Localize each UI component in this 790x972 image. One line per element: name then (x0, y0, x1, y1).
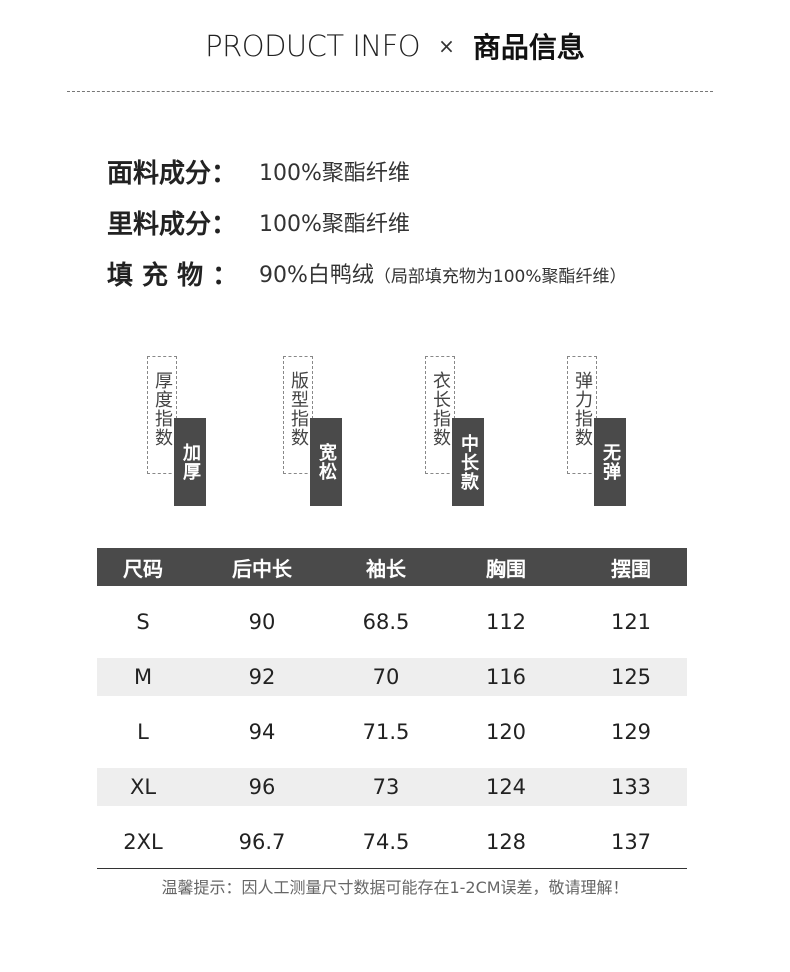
column-header: 尺码 (123, 556, 163, 581)
index-length: 衣长指数 中长款 (425, 356, 505, 506)
table-cell: 128 (485, 830, 527, 854)
table-row: L 94 71.5 120 129 (97, 713, 687, 751)
column-header: 后中长 (232, 556, 292, 581)
table-cell: 112 (485, 610, 527, 634)
material-label: 填 充 物 ： (107, 260, 239, 291)
table-row: 2XL 96.7 74.5 128 137 (97, 823, 687, 861)
table-cell: M (133, 665, 153, 689)
material-label: 里料成分： (107, 209, 238, 240)
index-value-box: 中长款 (452, 418, 484, 506)
table-row: M 92 70 116 125 (97, 658, 687, 696)
material-row-lining: 里料成分： 100%聚酯纤维 (107, 204, 410, 240)
table-cell: 70 (372, 665, 400, 689)
material-value: 90%白鸭绒 (259, 263, 374, 288)
index-label-box: 衣长指数 (425, 356, 455, 474)
separator-icon: × (438, 34, 455, 58)
index-fit: 版型指数 宽松 (283, 356, 363, 506)
measurement-tip: 温馨提示：因人工测量尺寸数据可能存在1-2CM误差，敬请理解！ (161, 878, 629, 897)
column-header: 摆围 (611, 556, 651, 581)
index-value-box: 无弹 (594, 418, 626, 506)
table-cell: S (136, 610, 150, 634)
table-cell: 133 (610, 775, 652, 799)
table-row: S 90 68.5 112 121 (97, 603, 687, 641)
column-header: 胸围 (486, 556, 526, 581)
size-table: 尺码 后中长 袖长 胸围 摆围 S 90 68.5 112 121 M 92 7… (97, 548, 687, 869)
table-cell: 121 (610, 610, 652, 634)
table-cell: 125 (610, 665, 652, 689)
table-cell: 96 (248, 775, 276, 799)
index-label: 版型指数 (288, 371, 309, 447)
index-value-box: 加厚 (174, 418, 206, 506)
table-cell: 137 (610, 830, 652, 854)
table-cell: 74.5 (362, 830, 410, 854)
index-value: 宽松 (316, 443, 337, 481)
index-label-box: 版型指数 (283, 356, 313, 474)
table-cell: 2XL (123, 830, 163, 854)
index-value: 无弹 (600, 443, 621, 481)
table-header: 尺码 后中长 袖长 胸围 摆围 (97, 548, 687, 586)
material-value-group: 90%白鸭绒（局部填充物为100%聚酯纤维） (259, 257, 627, 289)
title-en: PRODUCT INFO (205, 29, 421, 63)
dashed-divider (67, 91, 713, 92)
index-label: 厚度指数 (152, 371, 173, 447)
table-cell: 73 (372, 775, 400, 799)
table-cell: 129 (610, 720, 652, 744)
index-thickness: 厚度指数 加厚 (147, 356, 227, 506)
section-header: PRODUCT INFO × 商品信息 (0, 24, 790, 68)
table-cell: 124 (485, 775, 527, 799)
table-cell: 90 (248, 610, 276, 634)
index-elasticity: 弹力指数 无弹 (567, 356, 647, 506)
table-cell: 71.5 (362, 720, 410, 744)
table-cell: XL (129, 775, 157, 799)
table-cell: L (137, 720, 149, 744)
table-cell: 94 (248, 720, 276, 744)
index-value: 中长款 (458, 433, 479, 491)
title-zh: 商品信息 (472, 31, 585, 64)
table-cell: 92 (248, 665, 276, 689)
table-bottom-rule (97, 868, 687, 869)
table-cell: 68.5 (362, 610, 410, 634)
material-row-filling: 填 充 物 ： 90%白鸭绒（局部填充物为100%聚酯纤维） (107, 255, 627, 291)
index-label: 衣长指数 (430, 371, 451, 447)
material-label: 面料成分： (107, 158, 238, 189)
index-label: 弹力指数 (572, 371, 593, 447)
material-value: 100%聚酯纤维 (259, 161, 410, 186)
table-row: XL 96 73 124 133 (97, 768, 687, 806)
table-cell: 120 (485, 720, 527, 744)
column-header: 袖长 (366, 556, 406, 581)
table-cell: 116 (485, 665, 527, 689)
index-label-box: 弹力指数 (567, 356, 597, 474)
index-label-box: 厚度指数 (147, 356, 177, 474)
table-cell: 96.7 (238, 830, 286, 854)
material-note: （局部填充物为100%聚酯纤维） (373, 267, 627, 287)
index-value-box: 宽松 (310, 418, 342, 506)
material-value: 100%聚酯纤维 (259, 212, 410, 237)
material-row-fabric: 面料成分： 100%聚酯纤维 (107, 153, 410, 189)
index-value: 加厚 (180, 443, 201, 481)
